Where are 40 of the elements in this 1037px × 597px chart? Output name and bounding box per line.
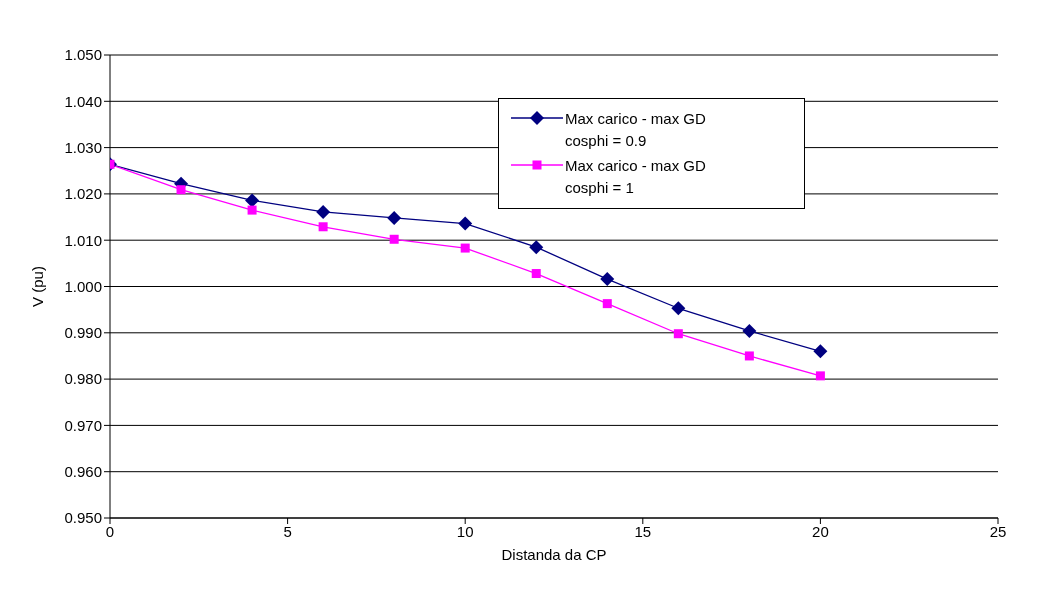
point [673, 329, 683, 339]
x-tick-label: 25 [989, 522, 1007, 540]
x-tick-label: 15 [634, 522, 652, 540]
y-tick-label: 0.970 [64, 416, 102, 434]
y-tick-label: 1.010 [64, 231, 102, 249]
point [600, 272, 615, 287]
point [744, 351, 754, 361]
point [458, 216, 473, 231]
point [742, 323, 757, 338]
point [247, 205, 257, 215]
legend-label: Max carico - max GD cosphi = 1 [565, 156, 707, 198]
y-tick-label: 0.980 [64, 370, 102, 388]
point [602, 299, 612, 309]
point [815, 371, 825, 381]
point [460, 243, 470, 253]
point [671, 301, 686, 316]
legend-label: Max carico - max GD cosphi = 0.9 [565, 109, 707, 151]
y-tick-label: 1.020 [64, 185, 102, 203]
y-tick-label: 1.030 [64, 138, 102, 156]
point [176, 185, 186, 195]
point [316, 204, 331, 219]
x-tick-label: 5 [283, 522, 292, 540]
x-tick-label: 10 [456, 522, 474, 540]
y-tick-label: 1.000 [64, 277, 102, 295]
y-tick-label: 0.950 [64, 509, 102, 527]
point [387, 210, 402, 225]
point [529, 240, 544, 255]
point [245, 193, 260, 208]
y-tick-label: 0.960 [64, 463, 102, 481]
x-axis-title: Distanda da CP [501, 546, 607, 563]
y-tick-label: 1.040 [64, 92, 102, 110]
y-axis-title: V (pu) [29, 266, 47, 307]
x-tick-label: 20 [812, 522, 829, 540]
point [531, 269, 541, 279]
x-tick-label: 0 [105, 522, 115, 540]
point [318, 222, 328, 232]
point [389, 234, 399, 244]
y-tick-label: 1.050 [64, 46, 102, 64]
y-tick-label: 0.990 [64, 324, 102, 342]
point [813, 344, 828, 359]
